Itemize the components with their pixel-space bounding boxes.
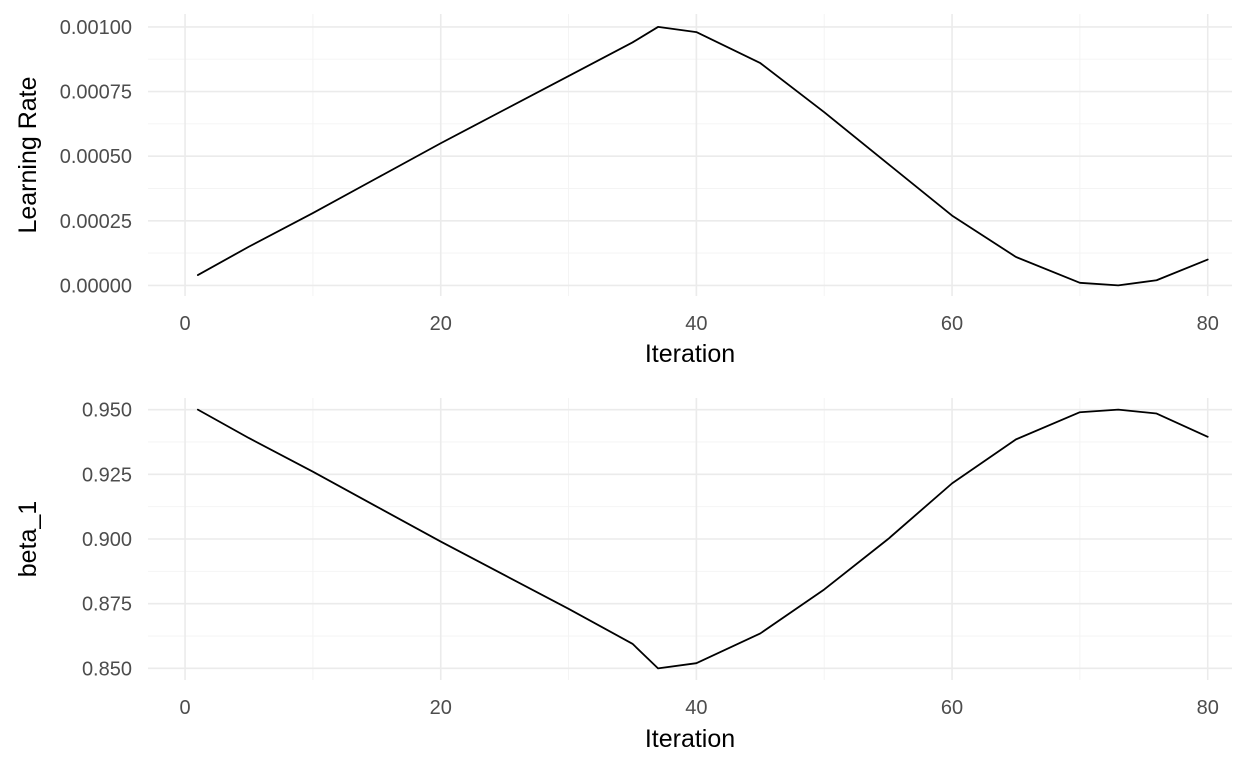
x-tick-label: 40 xyxy=(685,313,707,335)
y-tick-label: 0.875 xyxy=(82,594,132,616)
y-tick-label: 0.00025 xyxy=(60,211,132,233)
x-tick-label: 40 xyxy=(685,697,707,719)
x-tick-label: 60 xyxy=(941,697,963,719)
y-tick-label: 0.00075 xyxy=(60,82,132,104)
x-tick-label: 20 xyxy=(430,313,452,335)
y-tick-label: 0.850 xyxy=(82,658,132,680)
y-tick-label: 0.900 xyxy=(82,529,132,551)
series-line xyxy=(196,26,1209,287)
x-tick-label: 80 xyxy=(1197,697,1219,719)
x-tick-label: 60 xyxy=(941,313,963,335)
x-axis-title: Iteration xyxy=(645,725,735,753)
x-tick-label: 0 xyxy=(180,313,191,335)
learning-rate-panel: 0 20 40 60 80 0.00000 0.00025 0.00050 0.00075 0.0… xyxy=(14,14,1232,368)
series-line xyxy=(196,408,1209,670)
x-axis-title: Iteration xyxy=(645,340,735,368)
x-tick-label: 0 xyxy=(180,697,191,719)
y-tick-label: 0.925 xyxy=(82,464,132,486)
y-axis-title: beta_1 xyxy=(14,501,42,577)
beta1-panel: 0 20 40 60 80 0.850 0.875 0.900 0.925 0.950 Iterat… xyxy=(14,398,1232,753)
y-tick-label: 0.00050 xyxy=(60,146,132,168)
x-tick-label: 20 xyxy=(430,697,452,719)
y-tick-label: 0.00000 xyxy=(60,275,132,297)
y-tick-label: 0.950 xyxy=(82,400,132,422)
x-tick-label: 80 xyxy=(1197,313,1219,335)
y-axis-title: Learning Rate xyxy=(14,76,42,233)
y-tick-label: 0.00100 xyxy=(60,17,132,39)
